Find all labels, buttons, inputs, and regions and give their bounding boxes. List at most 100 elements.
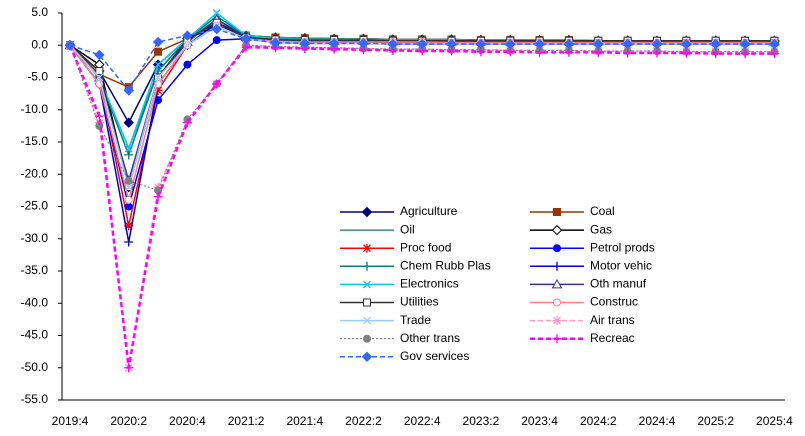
marker <box>622 38 633 50</box>
marker <box>535 47 545 57</box>
y-tick-label: -45.0 <box>21 328 49 342</box>
marker <box>299 38 311 49</box>
x-tick-label: 2024:4 <box>639 414 676 428</box>
marker <box>564 47 574 57</box>
legend-label: Petrol prods <box>590 240 655 254</box>
marker <box>94 49 105 61</box>
marker <box>362 261 372 271</box>
marker <box>361 351 373 363</box>
marker <box>124 150 134 160</box>
legend-label: Agriculture <box>400 204 458 218</box>
x-tick-label: 2021:4 <box>286 414 323 428</box>
x-tick-label: 2023:4 <box>521 414 558 428</box>
marker <box>212 79 222 89</box>
series-line <box>69 44 775 192</box>
legend-label: Recreac <box>590 331 635 345</box>
y-tick-label: -50.0 <box>21 360 49 374</box>
marker <box>769 49 779 59</box>
marker <box>124 363 134 373</box>
y-tick-label: -40.0 <box>21 295 49 309</box>
marker <box>362 243 372 253</box>
x-tick-label: 2025:4 <box>756 414 793 428</box>
legend-label: Gas <box>590 222 612 236</box>
marker <box>95 67 104 76</box>
marker <box>553 244 561 253</box>
series <box>64 17 780 128</box>
marker <box>553 208 561 216</box>
marker <box>681 38 692 50</box>
marker <box>563 38 575 50</box>
marker <box>387 38 399 50</box>
marker <box>739 38 751 50</box>
x-tick-label: 2020:4 <box>169 414 206 428</box>
marker <box>154 60 163 69</box>
marker <box>534 38 545 50</box>
legend-label: Utilities <box>400 295 439 309</box>
marker <box>270 37 281 48</box>
marker <box>623 48 633 58</box>
x-tick-label: 2021:2 <box>228 414 265 428</box>
y-tick-label: 5.0 <box>31 5 48 19</box>
marker <box>505 38 516 50</box>
y-tick-label: -5.0 <box>27 70 48 84</box>
marker <box>652 48 662 58</box>
marker <box>123 117 134 128</box>
legend-label: Oth manuf <box>590 277 647 291</box>
legend-label: Electronics <box>400 277 459 291</box>
marker <box>212 36 221 45</box>
legend-label: Coal <box>590 204 615 218</box>
y-tick-label: -15.0 <box>21 134 49 148</box>
marker <box>363 316 371 325</box>
marker <box>124 183 133 192</box>
x-tick-label: 2024:2 <box>580 414 617 428</box>
marker <box>64 40 76 51</box>
marker <box>183 41 192 50</box>
marker <box>124 196 133 205</box>
x-tick-label: 2022:2 <box>345 414 382 428</box>
marker <box>211 23 222 35</box>
marker <box>182 30 193 41</box>
x-tick-label: 2019:4 <box>52 414 89 428</box>
marker <box>361 206 373 218</box>
marker <box>183 60 192 69</box>
y-tick-label: -10.0 <box>21 102 49 116</box>
marker <box>124 221 134 231</box>
marker <box>182 118 192 128</box>
marker <box>593 38 604 50</box>
marker <box>154 47 163 56</box>
marker <box>153 192 163 202</box>
marker <box>124 144 133 153</box>
marker <box>152 36 164 48</box>
legend-label: Motor vehic <box>590 258 652 272</box>
marker <box>651 38 663 50</box>
marker <box>416 38 428 50</box>
legend-label: Other trans <box>400 331 460 345</box>
marker <box>94 111 104 121</box>
marker <box>212 9 221 17</box>
y-tick-label: -30.0 <box>21 231 49 245</box>
y-tick-label: 0.0 <box>31 37 48 51</box>
marker <box>446 38 457 50</box>
marker <box>153 85 163 95</box>
x-tick-label: 2023:2 <box>463 414 500 428</box>
marker <box>124 176 133 185</box>
x-tick-label: 2025:2 <box>697 414 734 428</box>
marker <box>552 261 562 271</box>
marker <box>363 280 371 289</box>
marker <box>123 85 134 96</box>
y-tick-label: -25.0 <box>21 199 49 213</box>
marker <box>553 298 561 307</box>
marker <box>154 73 163 82</box>
marker <box>681 48 691 58</box>
marker <box>710 38 721 50</box>
marker <box>363 334 371 343</box>
legend-label: Gov services <box>400 349 469 363</box>
y-tick-label: -55.0 <box>21 392 49 406</box>
y-tick-label: -20.0 <box>21 166 49 180</box>
legend-label: Proc food <box>400 240 451 254</box>
marker <box>552 316 562 326</box>
x-tick-label: 2022:4 <box>404 414 441 428</box>
series-line <box>69 12 775 151</box>
marker <box>740 49 750 59</box>
